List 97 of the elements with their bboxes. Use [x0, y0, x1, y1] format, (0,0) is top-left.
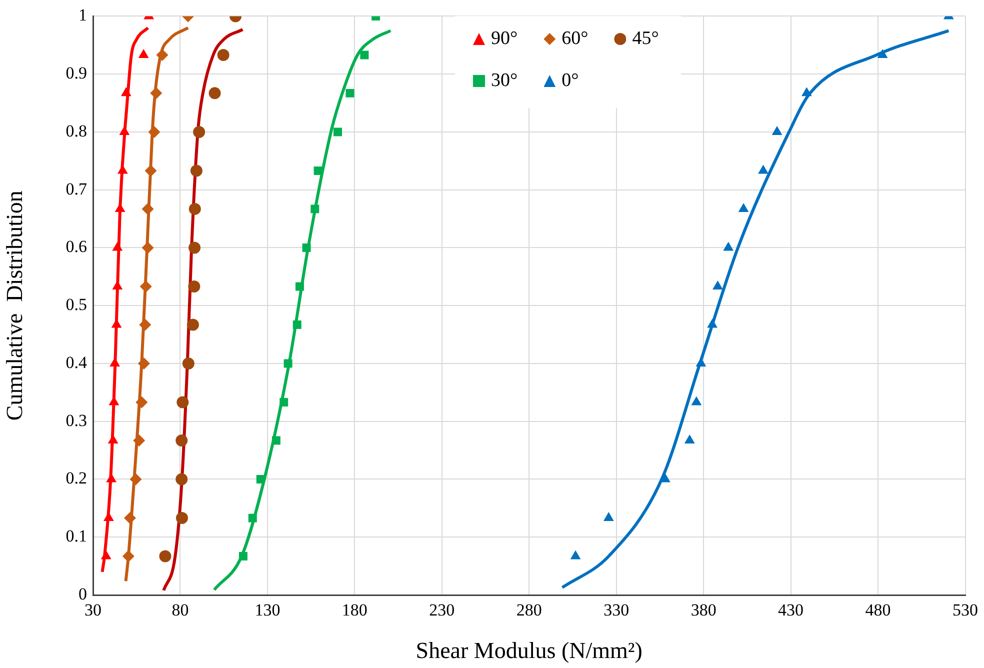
point: [144, 164, 157, 177]
point: [138, 48, 149, 58]
point: [159, 550, 172, 562]
point: [124, 512, 136, 524]
point: [122, 550, 134, 562]
point: [280, 398, 288, 406]
point: [272, 436, 280, 445]
y-axis-title: Cumulative Distribution: [2, 190, 27, 421]
point: [148, 126, 160, 138]
x-tick-label: 480: [865, 600, 891, 620]
point: [188, 242, 201, 254]
point: [186, 318, 199, 331]
x-tick-label: 530: [952, 600, 978, 620]
point: [188, 280, 200, 292]
point: [176, 512, 188, 524]
point: [360, 50, 369, 60]
y-tick-label: 1: [78, 6, 87, 25]
point: [117, 164, 128, 174]
x-tick-label: 130: [254, 600, 280, 620]
y-tick-label: 0.5: [66, 295, 87, 314]
legend-label: 60°: [562, 28, 588, 50]
point: [112, 280, 123, 290]
point: [139, 318, 152, 331]
point: [295, 282, 304, 291]
point: [723, 242, 734, 251]
point: [193, 126, 206, 138]
point: [772, 126, 782, 135]
point: [660, 473, 670, 482]
point: [106, 473, 117, 482]
point: [112, 242, 123, 251]
point: [877, 48, 888, 58]
line-series: [560, 29, 950, 589]
y-tick-label: 0.8: [66, 121, 87, 140]
x-tick-label: 380: [690, 600, 716, 620]
point: [142, 202, 154, 215]
point: [684, 434, 695, 444]
point: [176, 473, 188, 486]
legend-label: 45°: [632, 28, 659, 50]
x-tick-label: 230: [429, 600, 455, 620]
point: [140, 280, 152, 292]
point: [292, 320, 302, 329]
y-tick-label: 0.1: [66, 526, 87, 546]
point: [217, 48, 230, 61]
point: [758, 164, 768, 174]
point: [136, 396, 148, 408]
point: [570, 550, 581, 560]
point: [138, 357, 150, 370]
x-tick-label: 430: [778, 600, 804, 620]
point: [302, 243, 311, 252]
y-tick-label: 0.9: [66, 64, 87, 83]
line-series: [100, 26, 150, 574]
x-tick-label: 30: [84, 600, 102, 620]
x-tick-label: 280: [516, 600, 542, 620]
point: [150, 87, 162, 100]
y-tick-label: 0.3: [66, 410, 87, 430]
point: [284, 359, 292, 368]
point: [190, 164, 202, 177]
y-tick-label: 0.2: [66, 468, 87, 488]
point: [120, 87, 132, 96]
legend-label: 90°: [491, 28, 518, 50]
point: [176, 434, 188, 446]
line-series: [212, 29, 392, 592]
point: [738, 202, 749, 212]
point: [130, 473, 142, 486]
point: [188, 202, 201, 215]
point: [156, 48, 168, 61]
x-tick-label: 80: [172, 600, 189, 620]
y-tick-label: 0.6: [66, 237, 87, 256]
point: [310, 204, 320, 214]
x-axis-title: Shear Modulus (N/mm²): [416, 638, 642, 664]
y-tick-label: 0.4: [66, 352, 88, 372]
point: [119, 126, 130, 135]
point: [346, 88, 354, 98]
point: [133, 434, 146, 446]
y-tick-label: 0.7: [66, 179, 88, 198]
line-series: [162, 28, 244, 592]
point: [248, 514, 257, 522]
point: [314, 166, 322, 175]
point: [208, 87, 221, 100]
point: [691, 396, 702, 406]
point: [256, 475, 265, 484]
point: [142, 242, 154, 254]
point: [238, 552, 248, 560]
x-tick-label: 330: [604, 600, 630, 620]
point: [100, 550, 112, 560]
x-tick-label: 180: [342, 600, 368, 620]
point: [707, 318, 718, 328]
y-tick-label: 0: [78, 584, 87, 604]
legend-label: 30°: [491, 70, 518, 92]
point: [182, 357, 194, 370]
point: [603, 512, 614, 522]
legend-label: 0°: [562, 70, 579, 92]
point: [712, 280, 723, 290]
point: [176, 396, 189, 408]
point: [801, 87, 812, 96]
point: [334, 128, 342, 136]
point: [104, 512, 114, 522]
